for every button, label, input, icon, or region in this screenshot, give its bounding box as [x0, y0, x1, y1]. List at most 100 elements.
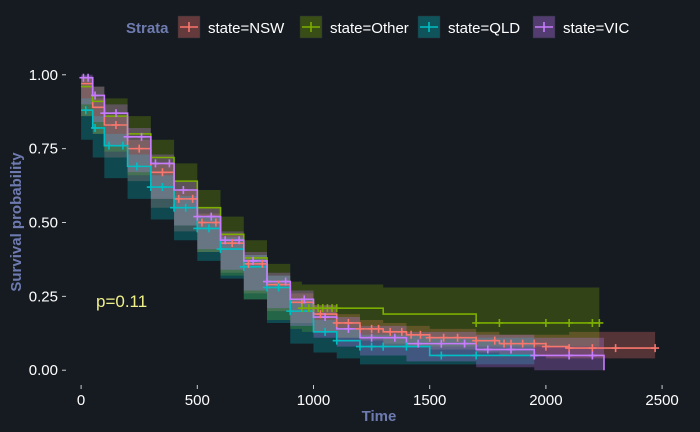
state-vic-censor-mark: [263, 277, 272, 286]
state-qld-censor-mark: [274, 283, 283, 292]
state-other-censor-mark: [495, 318, 504, 327]
state-vic-censor-mark: [565, 351, 574, 360]
y-tick-label: 0.25: [29, 288, 58, 305]
state-vic-censor-mark: [249, 256, 258, 265]
state-nsw-censor-mark: [439, 333, 448, 342]
state-nsw-censor-mark: [386, 327, 395, 336]
state-qld-censor-mark: [104, 141, 113, 150]
p-value-annotation: p=0.11: [96, 292, 147, 311]
legend-key-mark-state-qld: [420, 22, 438, 32]
state-vic-censor-mark: [235, 236, 244, 245]
legend-item-state-nsw: state=NSW: [177, 15, 285, 39]
state-vic-censor-mark: [414, 339, 423, 348]
legend-title: Strata: [126, 20, 169, 37]
legend-item-state-qld: state=QLD: [417, 15, 520, 39]
x-axis-title: Time: [362, 408, 397, 425]
state-nsw-censor-mark: [158, 168, 167, 177]
legend-key-mark-state-vic: [535, 22, 553, 32]
state-vic-censor-mark: [321, 313, 330, 322]
state-vic-censor-mark: [437, 339, 446, 348]
state-nsw-censor-mark: [588, 344, 597, 353]
y-tick-label: 0.50: [29, 215, 58, 232]
state-nsw-confidence-band: [81, 77, 656, 359]
state-qld-censor-mark: [91, 123, 100, 132]
state-nsw-censor-mark: [565, 344, 574, 353]
state-nsw-censor-mark: [397, 327, 406, 336]
state-vic-censor-mark: [100, 109, 109, 118]
state-vic-censor-mark: [179, 186, 188, 194]
state-nsw-censor-mark: [425, 333, 434, 342]
state-qld-censor-mark: [216, 245, 225, 254]
state-vic-censor-mark: [530, 351, 539, 360]
state-qld-censor-mark: [355, 342, 364, 351]
state-nsw-censor-mark: [258, 259, 267, 268]
state-vic-censor-mark: [221, 236, 230, 245]
state-other-censor-mark: [541, 318, 550, 327]
state-nsw-censor-mark: [211, 218, 220, 227]
state-other-censor-mark: [297, 304, 306, 313]
legend: Strata state=NSW state=Other state=QLD stat…: [126, 15, 629, 39]
y-axis-title: Survival probability: [8, 152, 25, 292]
state-qld-censor-mark: [402, 342, 411, 351]
state-nsw-censor-mark: [453, 333, 462, 342]
state-nsw-censor-mark: [244, 259, 253, 268]
state-other-censor-mark: [565, 318, 574, 327]
state-vic-censor-mark: [344, 324, 353, 333]
state-nsw-censor-mark: [355, 324, 364, 333]
state-vic-censor-mark: [207, 212, 216, 221]
state-nsw-censor-mark: [135, 144, 144, 153]
state-nsw-censor-mark: [367, 324, 376, 333]
x-tick-label: 1000: [297, 392, 330, 409]
state-vic-censor-mark: [111, 109, 120, 118]
state-qld-censor-mark: [472, 351, 481, 360]
state-nsw-censor-mark: [530, 339, 539, 348]
state-vic-censor-mark: [507, 345, 516, 354]
state-qld-censor-mark: [204, 224, 213, 233]
state-vic-confidence-band: [81, 74, 604, 371]
state-qld-censor-mark: [239, 262, 248, 271]
state-qld-censor-mark: [437, 351, 446, 360]
state-nsw-censor-mark: [416, 330, 425, 339]
state-vic-censor-mark: [193, 212, 202, 221]
legend-item-state-vic: state=VIC: [532, 15, 629, 39]
state-other-censor-mark: [332, 304, 341, 313]
legend-label-state-vic: state=VIC: [563, 20, 629, 37]
state-qld-censor-mark: [81, 106, 90, 115]
x-tick-label: 500: [185, 392, 210, 409]
state-nsw-censor-mark: [332, 318, 341, 327]
state-qld-censor-mark: [181, 203, 190, 212]
state-vic-censor-mark: [84, 73, 93, 82]
state-nsw-censor-mark: [500, 339, 509, 348]
state-nsw-censor-mark: [518, 339, 527, 348]
legend-label-state-qld: state=QLD: [448, 20, 520, 37]
state-vic-censor-mark: [165, 159, 174, 168]
state-vic-censor-mark: [588, 351, 597, 360]
state-nsw-censor-mark: [651, 344, 660, 353]
state-vic-censor-mark: [91, 91, 100, 100]
state-qld-censor-mark: [118, 141, 127, 150]
state-vic-censor-mark: [137, 132, 146, 141]
state-vic-censor-mark: [390, 333, 399, 342]
x-tick-label: 2000: [529, 392, 562, 409]
state-vic-censor-mark: [151, 159, 160, 168]
state-vic-censor-mark: [460, 339, 469, 348]
state-nsw-censor-mark: [541, 342, 550, 351]
state-qld-censor-mark: [332, 336, 341, 345]
y-tick-label: 0.75: [29, 141, 58, 158]
state-qld-censor-mark: [132, 162, 141, 171]
state-other-confidence-band: [81, 77, 600, 347]
state-vic-censor-mark: [281, 277, 290, 286]
y-tick-label: 0.00: [29, 362, 58, 379]
state-qld-censor-mark: [146, 183, 155, 192]
state-nsw-censor-mark: [188, 194, 197, 203]
state-qld-censor-mark: [170, 203, 179, 212]
legend-key-mark-state-other: [302, 22, 320, 32]
x-tick-label: 2500: [645, 392, 678, 409]
legend-item-state-other: state=Other: [299, 15, 409, 39]
x-tick-label: 1500: [413, 392, 446, 409]
state-nsw-censor-mark: [197, 218, 206, 227]
state-nsw-censor-mark: [316, 310, 325, 319]
state-qld-censor-mark: [379, 342, 388, 351]
y-tick-label: 1.00: [29, 67, 58, 84]
